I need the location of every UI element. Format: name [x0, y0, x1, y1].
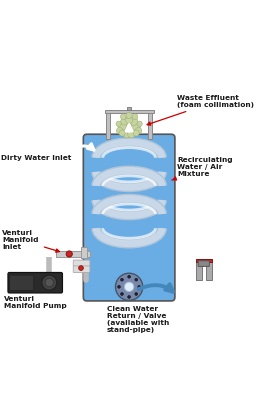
Bar	[106, 111, 110, 139]
Text: Dirty Water Inlet: Dirty Water Inlet	[1, 155, 72, 161]
Circle shape	[128, 275, 130, 278]
Bar	[127, 107, 131, 109]
FancyBboxPatch shape	[10, 275, 34, 291]
Circle shape	[121, 114, 126, 120]
Bar	[56, 251, 90, 257]
Circle shape	[135, 293, 138, 295]
Circle shape	[118, 285, 121, 288]
Circle shape	[123, 131, 130, 138]
FancyBboxPatch shape	[73, 260, 90, 267]
Circle shape	[138, 285, 141, 288]
Circle shape	[45, 278, 53, 287]
Circle shape	[132, 122, 141, 131]
Circle shape	[135, 127, 142, 134]
Text: Clean Water
Return / Valve
(available with
stand-pipe): Clean Water Return / Valve (available wi…	[107, 306, 169, 333]
Circle shape	[121, 278, 123, 281]
Circle shape	[124, 282, 134, 291]
Circle shape	[116, 127, 123, 134]
Circle shape	[116, 273, 143, 300]
Bar	[196, 262, 202, 280]
Bar	[148, 111, 152, 139]
Circle shape	[118, 122, 126, 130]
FancyBboxPatch shape	[8, 273, 62, 293]
Circle shape	[79, 266, 83, 270]
Circle shape	[130, 117, 138, 125]
Circle shape	[128, 295, 130, 298]
FancyBboxPatch shape	[198, 261, 209, 267]
Circle shape	[128, 131, 135, 138]
Circle shape	[124, 123, 134, 133]
Bar	[195, 259, 212, 262]
Circle shape	[133, 130, 139, 136]
Text: Venturi
Manifold Pump: Venturi Manifold Pump	[3, 295, 66, 309]
Bar	[81, 247, 87, 258]
Bar	[206, 262, 212, 280]
Circle shape	[119, 130, 125, 136]
Circle shape	[126, 112, 132, 118]
Circle shape	[66, 251, 72, 257]
Circle shape	[132, 114, 138, 120]
Text: Recirculating
Water / Air
Mixture: Recirculating Water / Air Mixture	[172, 157, 233, 180]
Circle shape	[121, 118, 128, 125]
Bar	[105, 109, 154, 113]
Text: Venturi
Manifold
Inlet: Venturi Manifold Inlet	[2, 230, 59, 252]
Circle shape	[121, 293, 123, 295]
FancyBboxPatch shape	[73, 266, 90, 273]
FancyBboxPatch shape	[83, 134, 175, 301]
Circle shape	[125, 117, 133, 124]
Circle shape	[135, 278, 138, 281]
Text: Waste Effluent
(foam collimation): Waste Effluent (foam collimation)	[147, 95, 254, 125]
Circle shape	[116, 121, 121, 126]
Circle shape	[137, 121, 142, 126]
Circle shape	[42, 275, 57, 290]
